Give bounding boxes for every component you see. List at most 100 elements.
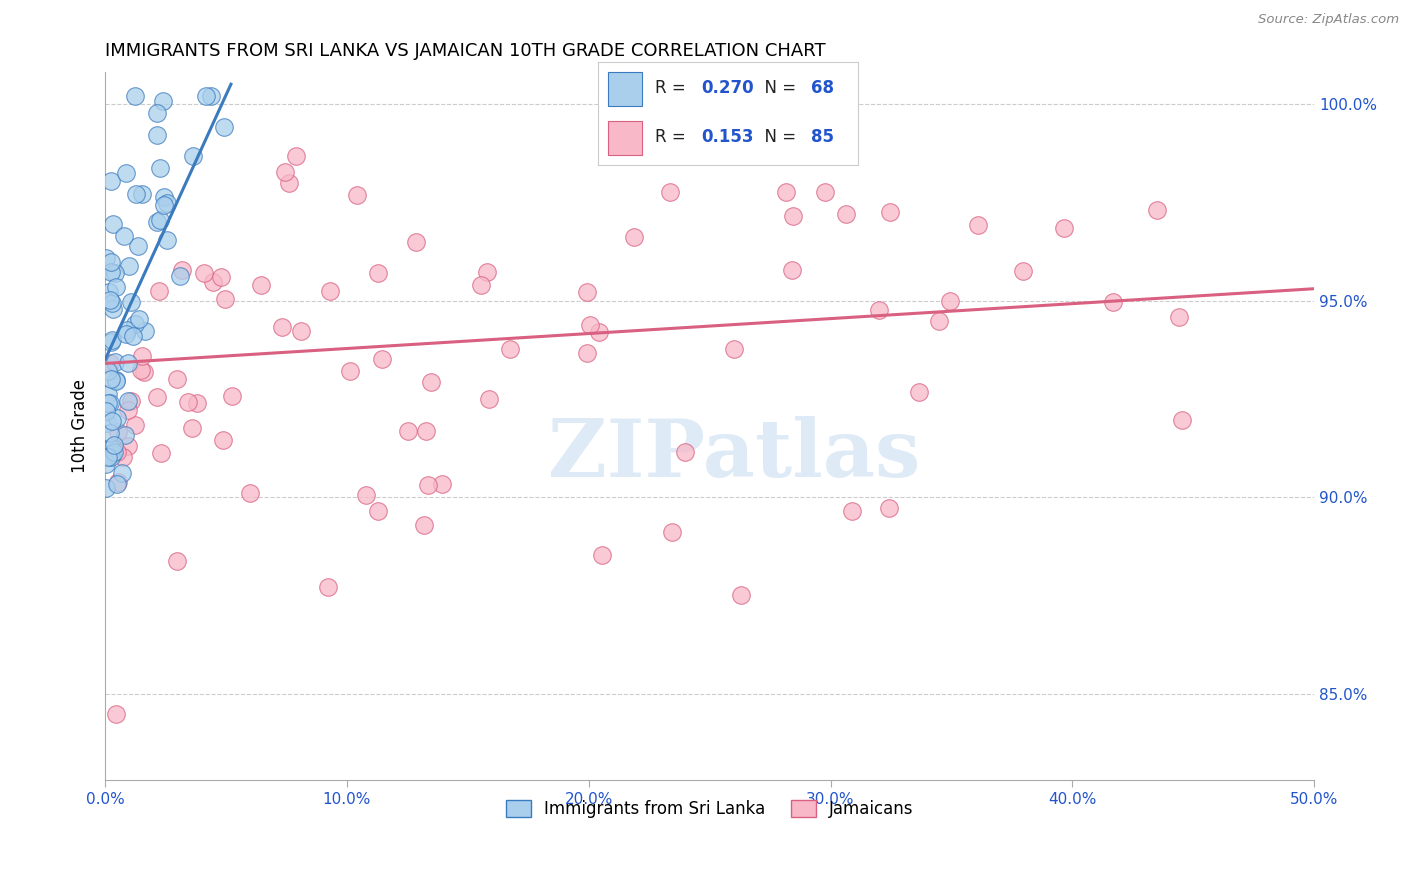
Point	[100, 372, 122, 386]
Point	[105, 411, 128, 425]
Point	[117, 356, 139, 370]
Point	[146, 128, 169, 142]
Text: 85: 85	[811, 128, 834, 146]
Point	[112, 229, 135, 244]
Point	[1053, 221, 1076, 235]
Point	[367, 504, 389, 518]
Point	[195, 89, 218, 103]
Point	[111, 466, 134, 480]
Point	[271, 320, 294, 334]
Point	[877, 500, 900, 515]
Point	[177, 395, 200, 409]
Point	[98, 425, 121, 440]
Point	[780, 262, 803, 277]
Point	[659, 185, 682, 199]
Text: R =: R =	[655, 128, 690, 146]
Point	[841, 504, 863, 518]
Point	[673, 445, 696, 459]
Point	[579, 318, 602, 332]
Point	[107, 425, 129, 440]
Point	[145, 390, 167, 404]
Point	[775, 185, 797, 199]
Point	[1101, 294, 1123, 309]
Point	[120, 295, 142, 310]
Point	[105, 476, 128, 491]
Point	[623, 230, 645, 244]
Point	[114, 427, 136, 442]
Text: Source: ZipAtlas.com: Source: ZipAtlas.com	[1258, 13, 1399, 27]
Point	[104, 266, 127, 280]
Point	[97, 364, 120, 378]
Point	[200, 89, 222, 103]
Point	[131, 187, 153, 202]
Point	[405, 235, 427, 249]
Point	[94, 403, 117, 417]
Text: 0.153: 0.153	[702, 128, 754, 146]
Point	[114, 166, 136, 180]
Point	[1011, 263, 1033, 277]
Point	[100, 414, 122, 428]
Point	[117, 322, 139, 336]
Point	[97, 396, 120, 410]
Point	[134, 366, 156, 380]
Point	[478, 392, 501, 407]
Y-axis label: 10th Grade: 10th Grade	[72, 379, 89, 474]
Point	[100, 174, 122, 188]
Point	[105, 375, 128, 389]
Point	[209, 270, 232, 285]
Point	[250, 278, 273, 293]
Point	[97, 387, 120, 401]
Point	[156, 233, 179, 247]
Point	[96, 417, 118, 431]
Point	[356, 488, 378, 502]
Point	[103, 438, 125, 452]
Point	[415, 424, 437, 438]
Point	[430, 476, 453, 491]
Point	[166, 372, 188, 386]
Point	[661, 525, 683, 540]
Point	[124, 317, 146, 331]
Point	[150, 446, 173, 460]
Point	[416, 478, 439, 492]
Point	[98, 356, 121, 370]
Point	[117, 394, 139, 409]
Point	[273, 165, 295, 179]
Point	[588, 326, 610, 340]
Text: IMMIGRANTS FROM SRI LANKA VS JAMAICAN 10TH GRADE CORRELATION CHART: IMMIGRANTS FROM SRI LANKA VS JAMAICAN 10…	[105, 42, 825, 60]
Point	[128, 312, 150, 326]
Point	[117, 440, 139, 454]
Point	[591, 548, 613, 562]
Point	[316, 580, 339, 594]
Point	[100, 450, 122, 464]
Point	[94, 251, 117, 265]
Point	[396, 424, 419, 438]
Point	[105, 373, 128, 387]
Point	[169, 268, 191, 283]
Point	[98, 395, 121, 409]
Point	[166, 554, 188, 568]
Point	[1146, 202, 1168, 217]
Point	[475, 265, 498, 279]
Point	[118, 260, 141, 274]
Point	[105, 444, 128, 458]
Point	[120, 393, 142, 408]
Point	[212, 433, 235, 447]
Point	[124, 89, 146, 103]
Point	[1170, 413, 1192, 427]
Point	[105, 706, 128, 721]
Point	[285, 149, 308, 163]
Point	[107, 475, 129, 489]
Point	[214, 292, 236, 306]
Point	[319, 284, 342, 298]
Point	[94, 481, 117, 495]
Point	[193, 266, 215, 280]
Point	[153, 198, 176, 212]
Point	[129, 363, 152, 377]
Text: 68: 68	[811, 79, 834, 97]
Point	[122, 329, 145, 343]
Point	[879, 204, 901, 219]
Point	[100, 255, 122, 269]
Point	[153, 190, 176, 204]
Text: 0.270: 0.270	[702, 79, 754, 97]
Point	[346, 187, 368, 202]
